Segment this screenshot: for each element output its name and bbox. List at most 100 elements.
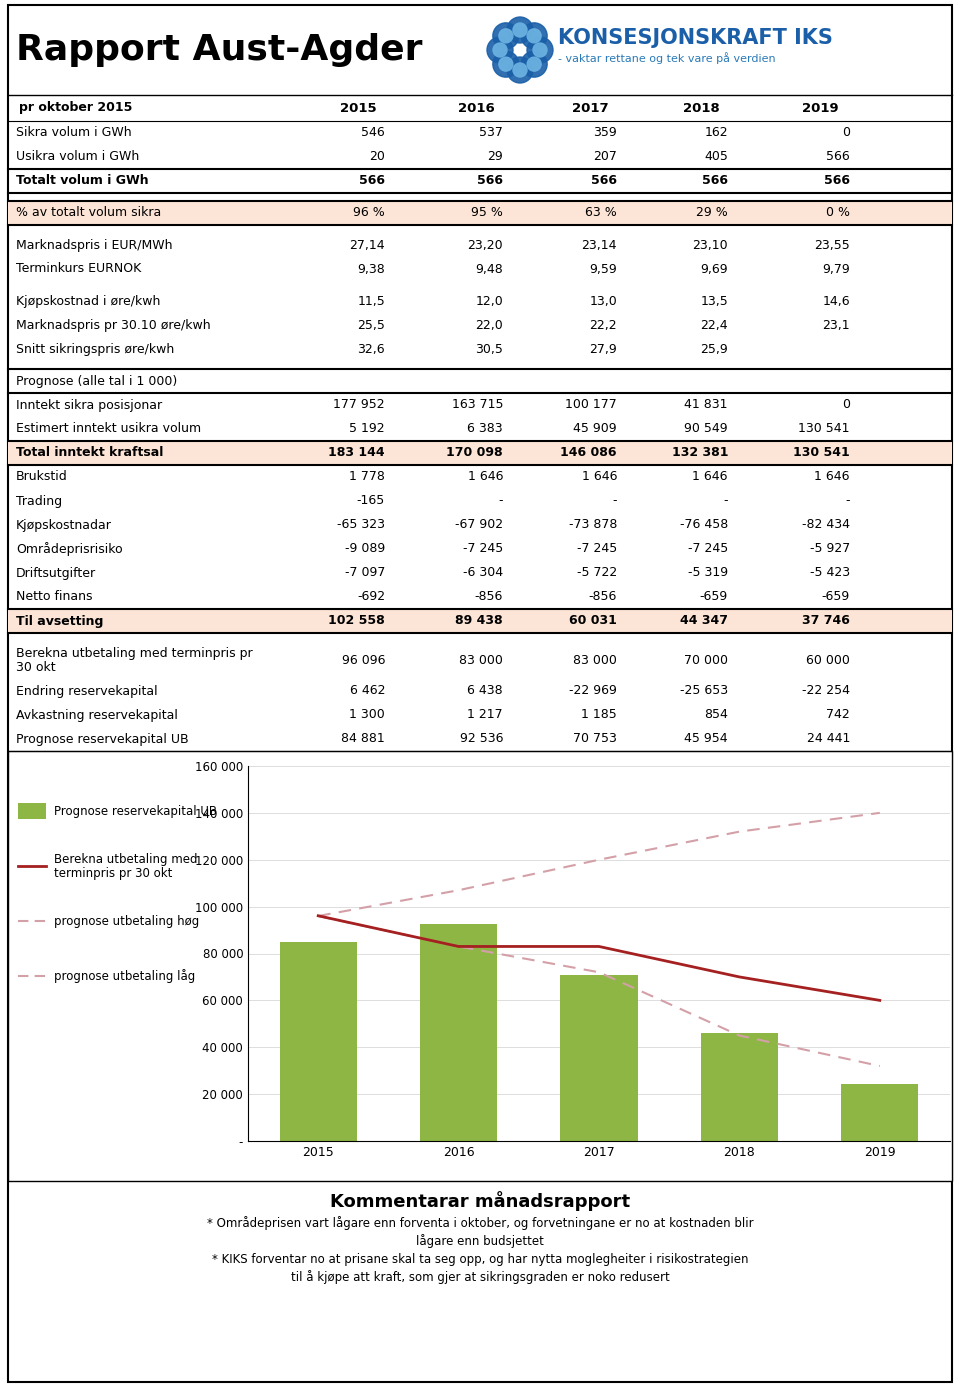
Text: 537: 537 — [479, 126, 503, 140]
Text: 6 438: 6 438 — [468, 685, 503, 698]
Circle shape — [527, 57, 541, 71]
Bar — [8, 441, 952, 465]
Text: 22,0: 22,0 — [475, 319, 503, 331]
Text: - vaktar rettane og tek vare på verdien: - vaktar rettane og tek vare på verdien — [558, 53, 776, 64]
Circle shape — [533, 43, 547, 57]
Text: 162: 162 — [705, 126, 728, 140]
Text: 9,38: 9,38 — [357, 262, 385, 276]
Text: 102 558: 102 558 — [328, 614, 385, 627]
Text: Totalt volum i GWh: Totalt volum i GWh — [16, 175, 149, 187]
Text: 170 098: 170 098 — [446, 447, 503, 459]
Circle shape — [487, 37, 513, 62]
Text: -82 434: -82 434 — [802, 519, 850, 531]
Bar — [701, 1033, 778, 1142]
Bar — [8, 201, 952, 225]
Text: -22 254: -22 254 — [802, 685, 850, 698]
Text: 546: 546 — [361, 126, 385, 140]
Text: 9,59: 9,59 — [589, 262, 617, 276]
Text: Prognose reservekapital UB: Prognose reservekapital UB — [54, 804, 217, 817]
Text: -5 319: -5 319 — [688, 566, 728, 580]
Text: pr oktober 2015: pr oktober 2015 — [19, 101, 132, 115]
Text: 23,14: 23,14 — [582, 239, 617, 251]
Text: 6 383: 6 383 — [468, 423, 503, 436]
Text: 566: 566 — [591, 175, 617, 187]
Text: -5 927: -5 927 — [809, 542, 850, 556]
Text: 44 347: 44 347 — [680, 614, 728, 627]
Text: 1 646: 1 646 — [814, 470, 850, 484]
Text: 96 %: 96 % — [353, 207, 385, 219]
Text: Driftsutgifter: Driftsutgifter — [16, 566, 96, 580]
Text: Usikra volum i GWh: Usikra volum i GWh — [16, 151, 139, 164]
Text: 22,2: 22,2 — [589, 319, 617, 331]
Text: 27,9: 27,9 — [589, 343, 617, 355]
Text: 70 753: 70 753 — [573, 732, 617, 745]
Bar — [279, 942, 357, 1142]
Text: 183 144: 183 144 — [328, 447, 385, 459]
Circle shape — [521, 22, 547, 49]
Text: -65 323: -65 323 — [337, 519, 385, 531]
Text: 11,5: 11,5 — [357, 294, 385, 308]
Text: 30,5: 30,5 — [475, 343, 503, 355]
Text: 207: 207 — [593, 151, 617, 164]
Text: Endring reservekapital: Endring reservekapital — [16, 685, 157, 698]
Circle shape — [513, 62, 527, 78]
Text: 1 646: 1 646 — [468, 470, 503, 484]
Text: -9 089: -9 089 — [345, 542, 385, 556]
Text: 45 954: 45 954 — [684, 732, 728, 745]
Text: 23,1: 23,1 — [823, 319, 850, 331]
Text: 0 %: 0 % — [826, 207, 850, 219]
Bar — [18, 803, 46, 818]
Text: -67 902: -67 902 — [455, 519, 503, 531]
Text: * KIKS forventar no at prisane skal ta seg opp, og har nytta moglegheiter i risi: * KIKS forventar no at prisane skal ta s… — [212, 1252, 748, 1265]
Circle shape — [507, 57, 533, 83]
Text: 163 715: 163 715 — [451, 398, 503, 412]
Text: 132 381: 132 381 — [671, 447, 728, 459]
Text: Sikra volum i GWh: Sikra volum i GWh — [16, 126, 132, 140]
Text: 23,55: 23,55 — [814, 239, 850, 251]
Text: Total inntekt kraftsal: Total inntekt kraftsal — [16, 447, 163, 459]
Text: Avkastning reservekapital: Avkastning reservekapital — [16, 709, 178, 721]
Bar — [420, 924, 497, 1142]
Text: 100 177: 100 177 — [565, 398, 617, 412]
Text: -: - — [846, 495, 850, 508]
Text: 96 096: 96 096 — [342, 653, 385, 667]
Text: Prognose reservekapital UB: Prognose reservekapital UB — [16, 732, 188, 745]
Text: terminpris pr 30 okt: terminpris pr 30 okt — [54, 867, 173, 881]
Text: -7 097: -7 097 — [345, 566, 385, 580]
Text: 130 541: 130 541 — [793, 447, 850, 459]
Text: 60 000: 60 000 — [806, 653, 850, 667]
Text: Marknadspris i EUR/MWh: Marknadspris i EUR/MWh — [16, 239, 173, 251]
Text: -856: -856 — [588, 591, 617, 603]
Text: -: - — [498, 495, 503, 508]
Text: -: - — [612, 495, 617, 508]
Text: 63 %: 63 % — [586, 207, 617, 219]
Text: 1 646: 1 646 — [582, 470, 617, 484]
Text: Marknadspris pr 30.10 øre/kwh: Marknadspris pr 30.10 øre/kwh — [16, 319, 210, 331]
Text: 84 881: 84 881 — [341, 732, 385, 745]
Text: 1 300: 1 300 — [349, 709, 385, 721]
Text: 25,9: 25,9 — [700, 343, 728, 355]
Text: Brukstid: Brukstid — [16, 470, 68, 484]
Text: -856: -856 — [474, 591, 503, 603]
Text: 12,0: 12,0 — [475, 294, 503, 308]
Text: Områdeprisrisiko: Områdeprisrisiko — [16, 542, 123, 556]
Circle shape — [492, 22, 518, 49]
Text: -: - — [724, 495, 728, 508]
Text: Rapport Aust-Agder: Rapport Aust-Agder — [16, 33, 422, 67]
Text: KONSESJONSKRAFT IKS: KONSESJONSKRAFT IKS — [558, 28, 833, 49]
Text: Estimert inntekt usikra volum: Estimert inntekt usikra volum — [16, 423, 202, 436]
Text: 95 %: 95 % — [471, 207, 503, 219]
Text: 2016: 2016 — [458, 101, 494, 115]
Text: -5 423: -5 423 — [810, 566, 850, 580]
Text: 566: 566 — [477, 175, 503, 187]
Text: 22,4: 22,4 — [701, 319, 728, 331]
Text: Berekna utbetaling med terminpris pr: Berekna utbetaling med terminpris pr — [16, 648, 252, 660]
Text: 2019: 2019 — [802, 101, 838, 115]
Text: Til avsetting: Til avsetting — [16, 614, 104, 627]
Text: 29: 29 — [488, 151, 503, 164]
Text: 854: 854 — [704, 709, 728, 721]
Text: -7 245: -7 245 — [463, 542, 503, 556]
Text: -25 653: -25 653 — [680, 685, 728, 698]
Circle shape — [507, 17, 533, 43]
Text: 566: 566 — [702, 175, 728, 187]
